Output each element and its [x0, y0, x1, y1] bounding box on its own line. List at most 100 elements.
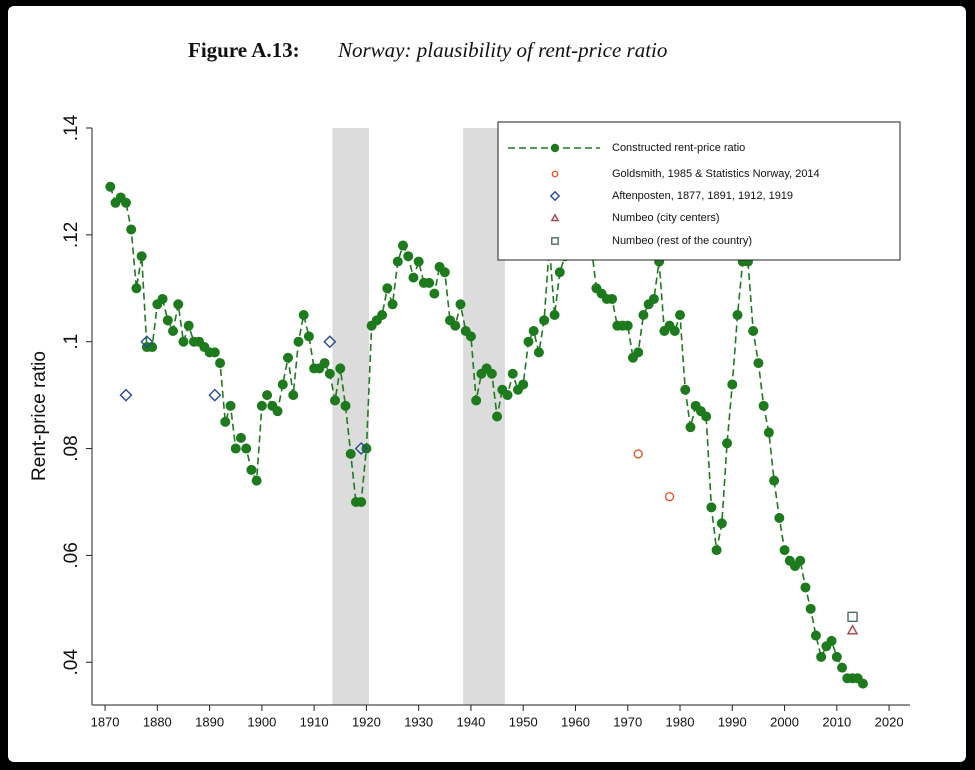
x-tick-label: 1980 [666, 714, 695, 729]
data-point [319, 358, 330, 369]
data-point [424, 277, 435, 288]
data-point [208, 388, 222, 402]
data-point [178, 336, 189, 347]
data-point [230, 443, 241, 454]
legend-label: Aftenposten, 1877, 1891, 1912, 1919 [612, 190, 793, 202]
data-point [209, 347, 220, 358]
data-point [340, 400, 351, 411]
legend-label: Numbeo (rest of the country) [612, 235, 752, 247]
data-point [805, 603, 816, 614]
data-point [298, 309, 309, 320]
data-point [664, 491, 675, 502]
y-tick-label: .12 [61, 222, 82, 248]
x-tick-label: 1990 [718, 714, 747, 729]
data-point [675, 309, 686, 320]
data-point [837, 662, 848, 673]
chart-title: Norway: plausibility of rent-price ratio [337, 38, 667, 62]
data-point [136, 251, 147, 262]
x-tick-label: 1930 [404, 714, 433, 729]
legend-label: Numbeo (city centers) [612, 212, 720, 224]
data-point [706, 502, 717, 513]
data-point [826, 635, 837, 646]
x-tick-label: 1940 [456, 714, 485, 729]
data-point [387, 299, 398, 310]
x-tick-label: 1890 [195, 714, 224, 729]
y-tick-label: .14 [61, 114, 82, 141]
data-point [486, 368, 497, 379]
data-point [523, 336, 534, 347]
data-point [648, 293, 659, 304]
data-point [283, 352, 294, 363]
legend-marker [550, 143, 560, 153]
data-point [528, 326, 539, 337]
x-tick-label: 1920 [352, 714, 381, 729]
data-point [622, 320, 633, 331]
x-tick-label: 1880 [143, 714, 172, 729]
data-point [119, 388, 133, 402]
legend-marker [551, 170, 559, 178]
data-point [633, 449, 643, 459]
data-point [607, 293, 618, 304]
legend-marker [550, 213, 560, 222]
y-tick-label: .08 [61, 435, 82, 461]
data-point [220, 416, 231, 427]
data-point [748, 326, 759, 337]
y-axis-label: Rent-price ratio [29, 351, 50, 481]
data-point [507, 368, 518, 379]
data-point [397, 240, 408, 251]
data-point [168, 326, 179, 337]
data-point [779, 545, 790, 556]
data-point [492, 411, 503, 422]
data-point [324, 368, 335, 379]
data-point [256, 400, 267, 411]
x-tick-label: 1960 [561, 714, 590, 729]
data-point [272, 406, 283, 417]
data-point [795, 555, 806, 566]
data-point [800, 582, 811, 593]
legend-box [497, 121, 901, 261]
shaded-period [332, 128, 370, 705]
data-point [455, 299, 466, 310]
data-point [638, 309, 649, 320]
data-point [722, 438, 733, 449]
data-point [429, 288, 440, 299]
data-point [303, 331, 314, 342]
data-point [173, 299, 184, 310]
legend-label: Constructed rent-price ratio [612, 142, 745, 154]
x-tick-label: 1970 [613, 714, 642, 729]
data-point [382, 283, 393, 294]
data-point [633, 347, 644, 358]
data-point [126, 224, 137, 235]
data-point [846, 624, 859, 635]
data-point [293, 336, 304, 347]
data-point [716, 518, 727, 529]
data-point [183, 320, 194, 331]
data-point [225, 400, 236, 411]
data-point [246, 464, 257, 475]
x-tick-label: 1870 [91, 714, 120, 729]
data-point [262, 390, 273, 401]
data-point [356, 496, 367, 507]
data-point [502, 390, 513, 401]
data-point [335, 363, 346, 374]
data-point [857, 678, 868, 689]
data-point [235, 432, 246, 443]
data-point [323, 335, 337, 349]
data-point [471, 395, 482, 406]
data-point [831, 651, 842, 662]
data-point [392, 256, 403, 267]
data-point [413, 256, 424, 267]
data-point [816, 651, 827, 662]
data-point [711, 545, 722, 556]
data-point [354, 442, 368, 456]
data-point [539, 315, 550, 326]
data-point [450, 320, 461, 331]
data-point [518, 379, 529, 390]
data-point [377, 309, 388, 320]
data-point [439, 267, 450, 278]
data-point [769, 475, 780, 486]
data-point [345, 448, 356, 459]
y-tick-label: .06 [61, 542, 82, 568]
data-point [701, 411, 712, 422]
data-point [810, 630, 821, 641]
